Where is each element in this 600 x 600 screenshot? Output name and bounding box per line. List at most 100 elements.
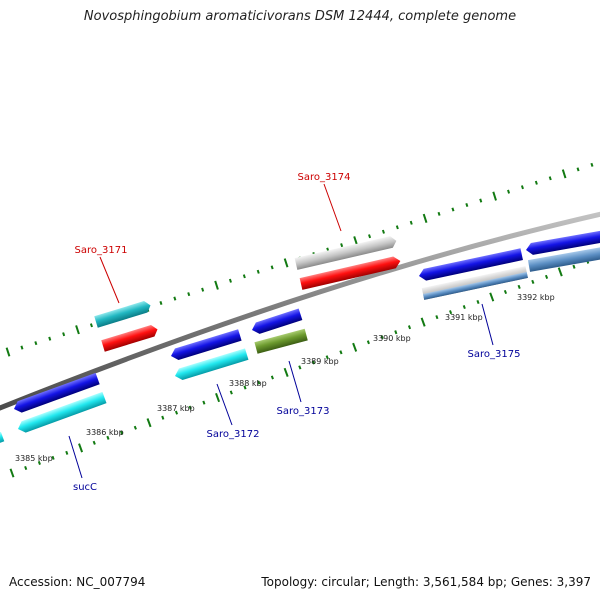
minor-tick	[270, 375, 274, 380]
genome-title: Novosphingobium aromaticivorans DSM 1244…	[83, 9, 517, 24]
minor-tick	[380, 335, 384, 340]
minor-tick	[368, 234, 372, 239]
minor-tick	[270, 265, 274, 270]
minor-tick	[188, 405, 192, 410]
minor-tick	[517, 284, 521, 289]
minor-tick	[24, 465, 28, 471]
minor-tick	[20, 345, 24, 350]
minor-tick	[133, 425, 137, 430]
minor-tick	[340, 243, 344, 248]
major-tick	[78, 443, 84, 453]
minor-tick	[381, 229, 385, 234]
gene-saro-3173[interactable]	[254, 328, 308, 354]
kbp-label: 3391 kbp	[445, 313, 483, 322]
minor-tick	[534, 180, 538, 185]
minor-tick	[257, 380, 261, 385]
minor-tick	[576, 167, 580, 172]
minor-tick	[201, 287, 205, 292]
major-tick	[352, 342, 358, 352]
minor-tick	[34, 341, 38, 346]
major-tick	[75, 325, 80, 335]
minor-tick	[37, 460, 41, 465]
major-tick	[215, 392, 221, 403]
minor-tick	[202, 400, 206, 405]
major-tick	[557, 267, 563, 277]
gene-saro-3172-upper[interactable]	[169, 329, 242, 362]
minor-tick	[544, 274, 549, 279]
minor-tick	[366, 340, 370, 345]
minor-tick	[120, 430, 124, 435]
gene-succ-upper[interactable]	[12, 372, 100, 415]
minor-tick	[548, 176, 552, 181]
minor-tick	[229, 390, 233, 395]
minor-tick	[256, 269, 260, 274]
kbp-label: 3386 kbp	[86, 428, 124, 437]
kbp-label: 3389 kbp	[301, 357, 339, 366]
minor-tick	[395, 225, 399, 230]
gene-saro-3175[interactable]	[421, 266, 528, 300]
minor-tick	[437, 211, 441, 216]
minor-tick	[465, 202, 469, 208]
minor-tick	[92, 440, 96, 445]
gene-label-saro-3172[interactable]: Saro_3172	[207, 429, 260, 440]
gene-label-saro-3173[interactable]: Saro_3173	[277, 406, 330, 417]
minor-tick	[159, 300, 163, 306]
kbp-label: 3390 kbp	[373, 334, 411, 343]
gene-label-succ[interactable]: sucC	[73, 482, 97, 493]
gene-saro-3173-upper[interactable]	[250, 308, 303, 336]
minor-tick	[243, 385, 247, 390]
minor-tick	[228, 278, 232, 283]
kbp-label: 3387 kbp	[157, 404, 195, 413]
minor-tick	[407, 325, 412, 330]
minor-tick	[531, 279, 535, 284]
minor-tick	[48, 336, 52, 341]
minor-tick	[503, 289, 508, 295]
gene-saro-3175-upper[interactable]	[418, 248, 523, 282]
minor-tick	[572, 264, 576, 269]
minor-tick	[451, 207, 455, 212]
gene-label-saro-3174[interactable]: Saro_3174	[298, 172, 351, 183]
minor-tick	[161, 415, 165, 420]
reverse-tick-track	[9, 259, 590, 478]
major-tick	[420, 317, 426, 327]
minor-tick	[298, 365, 302, 370]
minor-tick	[89, 323, 93, 328]
major-tick	[146, 418, 152, 428]
major-tick	[214, 280, 219, 290]
kbp-labels: 3385 kbp 3386 kbp 3387 kbp 3388 kbp 3389…	[15, 293, 555, 463]
minor-tick	[449, 310, 453, 315]
minor-tick	[462, 305, 466, 310]
gene-left-edge-fragment[interactable]	[0, 431, 5, 444]
gene-saro-3171[interactable]	[101, 324, 159, 352]
gene-succ[interactable]	[16, 391, 107, 435]
minor-tick	[325, 355, 329, 360]
forward-leader-lines	[99, 183, 342, 304]
reverse-leader-lines	[68, 303, 494, 479]
minor-tick	[479, 198, 483, 203]
major-tick	[561, 169, 567, 179]
major-tick	[283, 258, 289, 268]
minor-tick	[174, 410, 179, 415]
major-tick	[9, 468, 15, 478]
gene-right-upper[interactable]	[525, 228, 600, 255]
minor-tick	[187, 292, 191, 297]
gene-right-lower[interactable]	[527, 244, 600, 272]
genome-backbone	[0, 211, 600, 411]
gene-label-saro-3171[interactable]: Saro_3171	[75, 245, 128, 256]
gene-saro-3174-forward[interactable]	[294, 235, 398, 270]
major-tick	[489, 292, 495, 302]
kbp-label: 3392 kbp	[517, 293, 555, 302]
minor-tick	[507, 189, 511, 194]
gene-label-saro-3175[interactable]: Saro_3175	[468, 349, 521, 360]
gene-saro-3172[interactable]	[173, 348, 249, 381]
minor-tick	[339, 350, 343, 355]
minor-tick	[394, 330, 398, 335]
gene-saro-3174[interactable]	[299, 255, 402, 290]
minor-tick	[435, 315, 439, 320]
minor-tick	[106, 435, 110, 440]
gene-saro-3171-forward[interactable]	[94, 300, 152, 328]
minor-tick	[590, 162, 594, 167]
gene-labels: Saro_3171 Saro_3174 sucC Saro_3172 Saro_…	[73, 172, 520, 493]
